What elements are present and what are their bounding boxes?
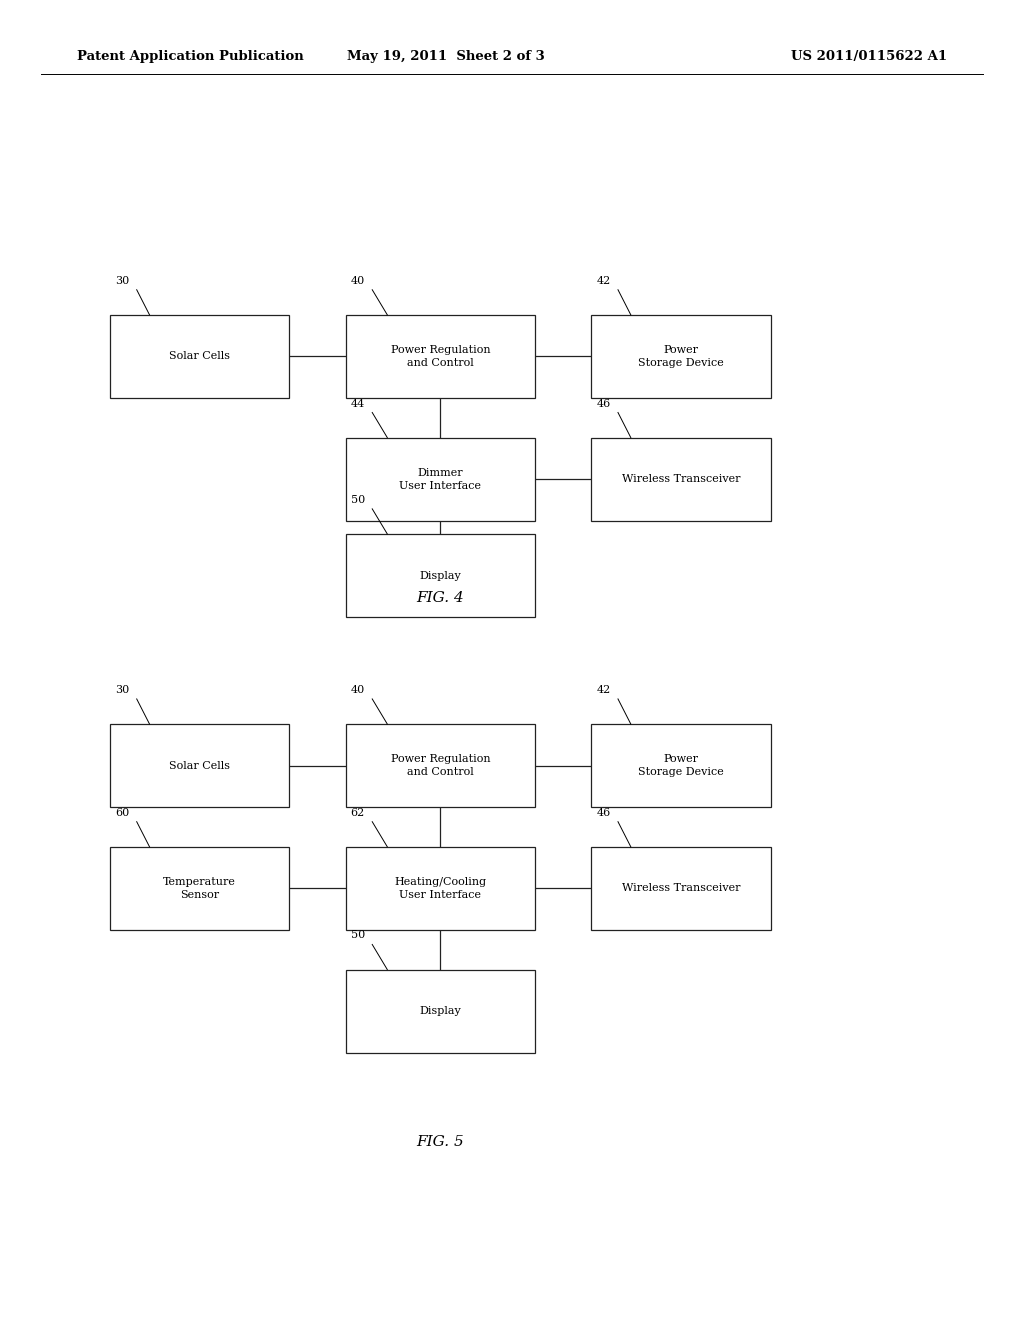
- Text: 60: 60: [116, 808, 129, 817]
- Text: 30: 30: [116, 685, 129, 694]
- Bar: [111, 847, 289, 929]
- Text: Temperature
Sensor: Temperature Sensor: [163, 876, 237, 900]
- Bar: [346, 725, 535, 808]
- Text: 42: 42: [596, 685, 610, 694]
- Bar: [592, 314, 770, 399]
- Text: Heating/Cooling
User Interface: Heating/Cooling User Interface: [394, 876, 486, 900]
- Text: 46: 46: [596, 399, 610, 408]
- Text: Power
Storage Device: Power Storage Device: [638, 754, 724, 777]
- Text: Power
Storage Device: Power Storage Device: [638, 345, 724, 368]
- Text: US 2011/0115622 A1: US 2011/0115622 A1: [792, 50, 947, 63]
- Text: Patent Application Publication: Patent Application Publication: [77, 50, 303, 63]
- Text: FIG. 5: FIG. 5: [417, 1135, 464, 1148]
- Text: 62: 62: [350, 808, 365, 817]
- Bar: [592, 437, 770, 520]
- Bar: [346, 437, 535, 520]
- Text: Dimmer
User Interface: Dimmer User Interface: [399, 467, 481, 491]
- Bar: [111, 314, 289, 399]
- Bar: [346, 314, 535, 399]
- Text: Wireless Transceiver: Wireless Transceiver: [622, 883, 740, 894]
- Text: 42: 42: [596, 276, 610, 286]
- Text: 40: 40: [350, 276, 365, 286]
- Text: 50: 50: [350, 931, 365, 940]
- Bar: [592, 847, 770, 929]
- Text: 50: 50: [350, 495, 365, 506]
- Text: 30: 30: [116, 276, 129, 286]
- Bar: [111, 725, 289, 808]
- Text: 40: 40: [350, 685, 365, 694]
- Text: May 19, 2011  Sheet 2 of 3: May 19, 2011 Sheet 2 of 3: [346, 50, 545, 63]
- Text: 46: 46: [596, 808, 610, 817]
- Text: Display: Display: [420, 1006, 461, 1016]
- Text: Power Regulation
and Control: Power Regulation and Control: [390, 754, 490, 777]
- Text: Power Regulation
and Control: Power Regulation and Control: [390, 345, 490, 368]
- Text: Solar Cells: Solar Cells: [169, 351, 230, 362]
- Text: FIG. 4: FIG. 4: [417, 591, 464, 605]
- Bar: [592, 725, 770, 808]
- Text: Display: Display: [420, 570, 461, 581]
- Text: Wireless Transceiver: Wireless Transceiver: [622, 474, 740, 484]
- Text: 44: 44: [350, 399, 365, 408]
- Bar: [346, 847, 535, 929]
- Text: Solar Cells: Solar Cells: [169, 760, 230, 771]
- Bar: [346, 535, 535, 618]
- Bar: [346, 969, 535, 1053]
